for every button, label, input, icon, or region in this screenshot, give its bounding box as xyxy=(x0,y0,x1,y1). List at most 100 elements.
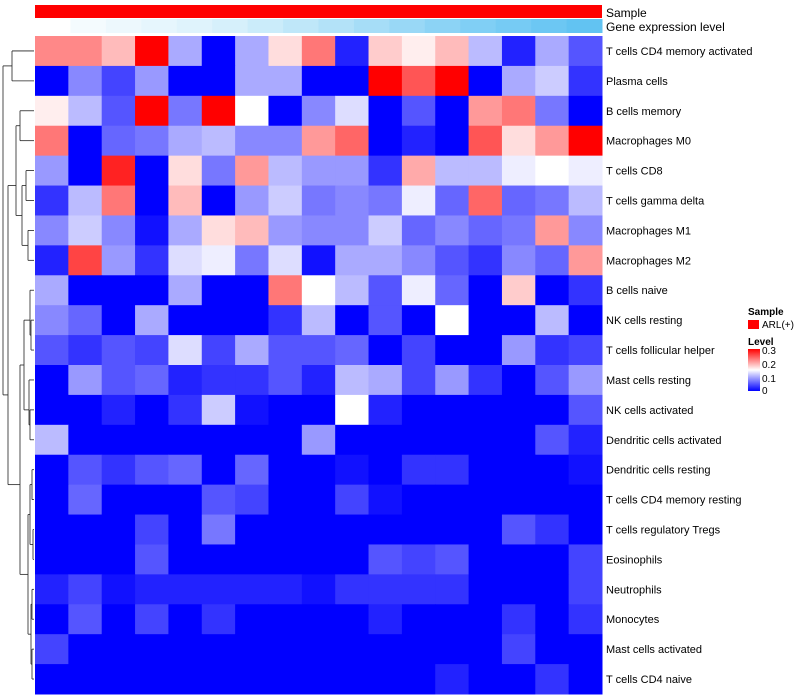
heatmap-cell xyxy=(468,574,503,605)
heatmap-cell xyxy=(135,305,169,336)
heatmap-cell xyxy=(201,245,236,276)
heatmap-cell xyxy=(235,604,269,635)
heatmap-cell xyxy=(401,185,436,216)
heatmap-cell xyxy=(568,574,603,605)
heatmap-cell xyxy=(101,574,136,605)
heatmap-cell xyxy=(301,245,336,276)
heatmap-cell xyxy=(568,424,603,456)
heatmap-cell xyxy=(201,65,236,97)
heatmap-cell xyxy=(435,305,470,336)
heatmap-cell xyxy=(68,365,103,396)
heatmap-cell xyxy=(68,634,103,665)
heatmap-cell xyxy=(235,215,269,246)
heatmap-cell xyxy=(401,394,436,426)
heatmap-cell xyxy=(335,245,370,276)
heatmap-cell xyxy=(35,155,69,187)
heatmap-cell xyxy=(335,634,370,665)
heatmap-cell xyxy=(235,424,269,456)
heatmap-cell xyxy=(501,634,536,665)
heatmap-cell xyxy=(368,634,403,665)
heatmap-cell xyxy=(301,394,336,426)
legend-level-title: Level xyxy=(748,337,774,348)
row-label: Dendritic cells resting xyxy=(606,465,711,477)
heatmap-cell xyxy=(135,36,169,67)
heatmap-cell xyxy=(101,305,136,336)
heatmap-cell xyxy=(568,634,603,665)
expression-annotation-cell xyxy=(176,19,213,33)
heatmap-cell xyxy=(168,574,203,605)
heatmap-cell xyxy=(68,245,103,276)
heatmap-cell xyxy=(101,544,136,575)
heatmap-cell xyxy=(301,424,336,456)
heatmap-cell xyxy=(135,544,169,575)
heatmap-cell xyxy=(568,454,603,486)
heatmap-cell xyxy=(301,544,336,575)
heatmap-cell xyxy=(268,185,303,216)
heatmap-cell xyxy=(268,95,303,127)
heatmap-cell xyxy=(201,544,236,575)
heatmap-cell xyxy=(201,664,236,695)
heatmap-cell xyxy=(335,305,370,336)
heatmap-cell xyxy=(535,245,570,276)
heatmap-cell xyxy=(335,454,370,486)
heatmap-cell xyxy=(435,454,470,486)
legend-sample-swatch xyxy=(748,320,759,329)
heatmap-cell xyxy=(368,65,403,97)
heatmap-cell xyxy=(35,125,69,157)
heatmap-cell xyxy=(501,245,536,276)
heatmap-cell xyxy=(101,484,136,516)
heatmap-cell xyxy=(235,544,269,575)
heatmap-cell xyxy=(368,245,403,276)
heatmap-cell xyxy=(201,275,236,306)
heatmap-cell xyxy=(35,544,69,575)
heatmap-cell xyxy=(35,424,69,456)
heatmap-cell xyxy=(568,65,603,97)
heatmap-cell xyxy=(501,305,536,336)
heatmap-cell xyxy=(268,36,303,67)
expression-annotation-cell xyxy=(141,19,178,33)
expression-annotation-cell xyxy=(424,19,461,33)
heatmap-cell xyxy=(268,664,303,695)
heatmap-cell xyxy=(435,484,470,516)
heatmap-cell xyxy=(435,664,470,695)
heatmap-cell xyxy=(135,514,169,545)
heatmap-cell xyxy=(501,155,536,187)
heatmap-cell xyxy=(535,514,570,545)
row-label: Macrophages M0 xyxy=(606,136,691,148)
heatmap-cell xyxy=(168,424,203,456)
heatmap-cell xyxy=(401,65,436,97)
heatmap-cell xyxy=(201,514,236,545)
heatmap-cell xyxy=(535,365,570,396)
heatmap-cell xyxy=(535,305,570,336)
expression-annotation-cell xyxy=(495,19,532,33)
heatmap-cell xyxy=(35,36,69,67)
row-label: Macrophages M2 xyxy=(606,255,691,267)
heatmap-cell xyxy=(168,305,203,336)
heatmap-cell xyxy=(435,36,470,67)
row-label: Mast cells activated xyxy=(606,644,702,656)
heatmap-cell xyxy=(501,664,536,695)
heatmap-cell xyxy=(435,65,470,97)
heatmap-cell xyxy=(435,574,470,605)
heatmap-cell xyxy=(501,604,536,635)
sample-annotation-bar xyxy=(35,5,602,18)
heatmap-cell xyxy=(401,335,436,366)
heatmap-cell xyxy=(168,65,203,97)
heatmap-cell xyxy=(568,544,603,575)
heatmap-cell xyxy=(168,634,203,665)
heatmap-cell xyxy=(168,604,203,635)
heatmap-cell xyxy=(535,215,570,246)
heatmap-cell xyxy=(501,394,536,426)
heatmap-cell xyxy=(568,365,603,396)
heatmap-cell xyxy=(68,65,103,97)
heatmap-cell xyxy=(335,215,370,246)
heatmap-cell xyxy=(368,215,403,246)
heatmap-cell xyxy=(68,185,103,216)
heatmap-cell xyxy=(435,604,470,635)
legend-sample-entry: ARL(+) xyxy=(762,320,794,331)
heatmap-cell xyxy=(535,185,570,216)
heatmap-cell xyxy=(501,36,536,67)
heatmap-cell xyxy=(501,95,536,127)
heatmap-cell xyxy=(535,454,570,486)
heatmap-cell xyxy=(501,275,536,306)
